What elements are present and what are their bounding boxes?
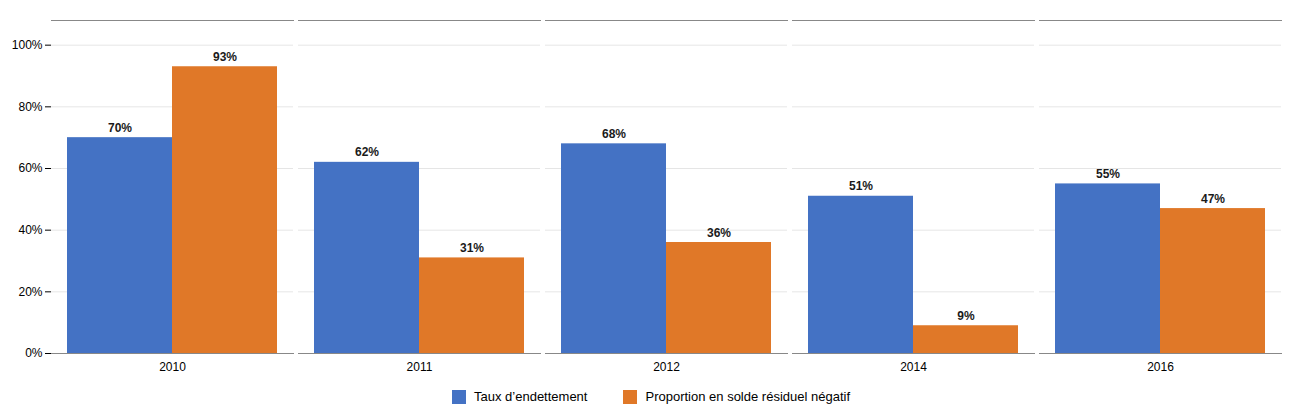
svg-text:70%: 70%: [108, 121, 132, 135]
html-text:Proportion en solde résiduel n: Proportion en solde résiduel négatif: [645, 389, 850, 404]
svg-text:0%: 0%: [25, 346, 43, 360]
svg-text:36%: 36%: [707, 226, 731, 240]
svg-text:40%: 40%: [18, 223, 42, 237]
svg-text:47%: 47%: [1201, 192, 1225, 206]
svg-text:60%: 60%: [18, 161, 42, 175]
svg-text:80%: 80%: [18, 100, 42, 114]
svg-text:62%: 62%: [355, 145, 379, 159]
svg-text:2016: 2016: [1147, 360, 1174, 374]
svg-text:68%: 68%: [602, 127, 626, 141]
html-text:Taux d’endettement: Taux d’endettement: [474, 389, 588, 404]
svg-text:31%: 31%: [460, 241, 484, 255]
svg-text:55%: 55%: [1096, 167, 1120, 181]
svg-text:51%: 51%: [849, 179, 873, 193]
svg-text:9%: 9%: [957, 309, 975, 323]
svg-text:2014: 2014: [900, 360, 927, 374]
svg-text:100%: 100%: [12, 38, 43, 52]
svg-text:2010: 2010: [159, 360, 186, 374]
svg-text:20%: 20%: [18, 285, 42, 299]
svg-text:2012: 2012: [653, 360, 680, 374]
svg-text:2011: 2011: [407, 360, 433, 374]
svg-text:93%: 93%: [213, 50, 237, 64]
